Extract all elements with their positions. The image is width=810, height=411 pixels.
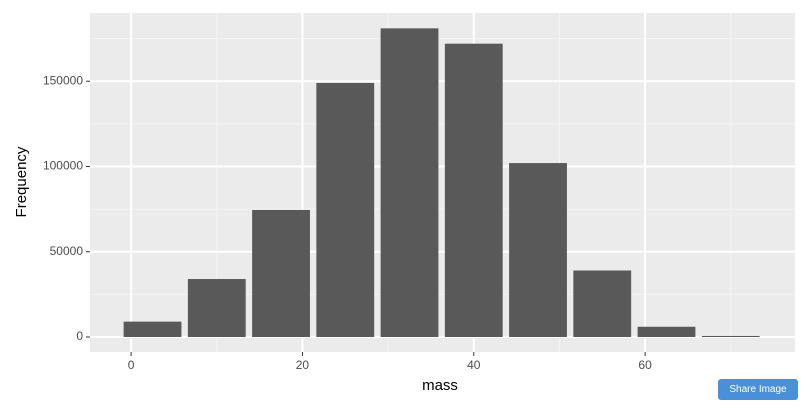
- x-tick-label: 0: [128, 358, 135, 372]
- bar: [380, 28, 439, 337]
- y-tick-label: 0: [76, 329, 83, 343]
- y-tick-label: 100000: [43, 159, 83, 173]
- bar: [123, 321, 182, 337]
- x-axis-label: mass: [422, 377, 458, 394]
- bar: [316, 82, 375, 337]
- bar: [252, 209, 310, 337]
- bar: [444, 43, 503, 337]
- y-tick-label: 150000: [43, 73, 83, 87]
- share-button[interactable]: Share Image: [718, 379, 798, 400]
- bar: [573, 270, 632, 337]
- bar: [187, 279, 246, 337]
- x-tick-label: 60: [638, 358, 652, 372]
- x-tick-label: 20: [296, 358, 310, 372]
- bar: [637, 326, 696, 337]
- y-tick-label: 50000: [50, 244, 84, 258]
- bar: [509, 163, 567, 337]
- y-axis-label: Frequency: [13, 146, 30, 217]
- x-tick-label: 40: [467, 358, 481, 372]
- bar: [701, 335, 760, 337]
